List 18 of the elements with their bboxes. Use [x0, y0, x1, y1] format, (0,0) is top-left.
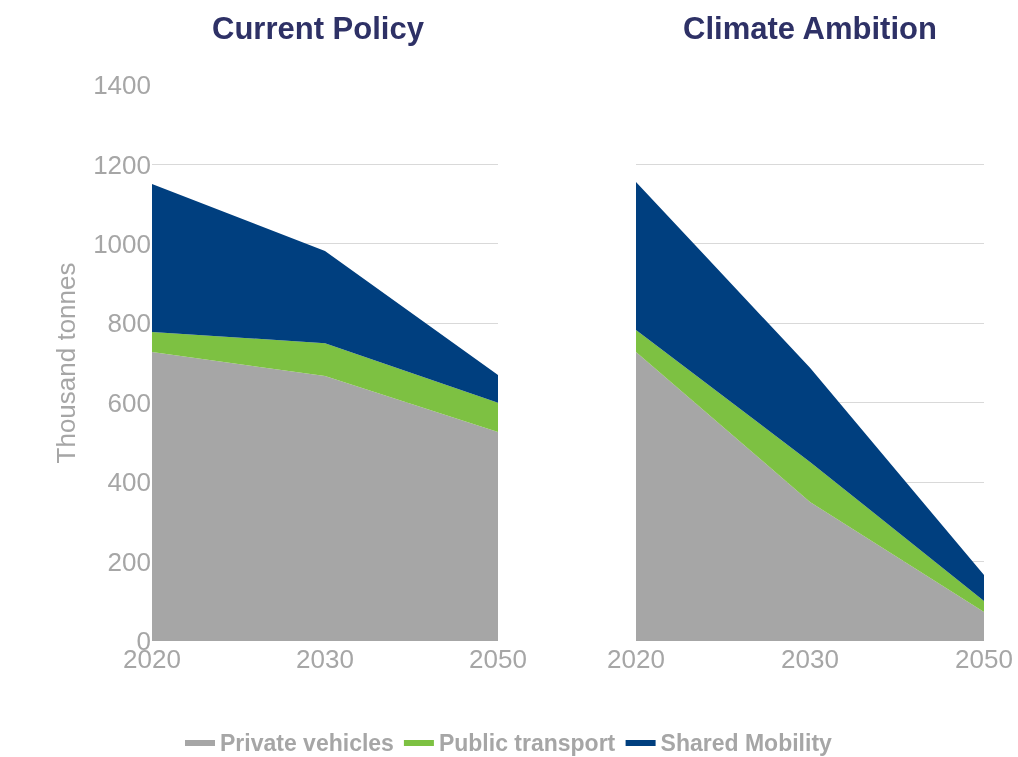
legend-label: Shared Mobility [660, 729, 833, 756]
y-axis-title: Thousand tonnes [50, 262, 81, 464]
legend-label: Public transport [438, 729, 616, 756]
y-tick-label: 800 [107, 308, 151, 339]
y-tick-label: 600 [107, 387, 151, 418]
y-tick-label: 1000 [93, 228, 151, 259]
x-tick-label: 2020 [607, 644, 665, 674]
chart-title: Current Policy [212, 10, 425, 46]
x-tick-label: 2050 [469, 644, 527, 674]
y-tick-label: 400 [107, 467, 151, 498]
x-tick-label: 2030 [781, 644, 839, 674]
y-tick-label: 1400 [93, 70, 151, 101]
legend-label: Private vehicles [220, 729, 394, 756]
y-tick-label: 200 [107, 546, 151, 577]
y-tick-label: 1200 [93, 149, 151, 180]
x-tick-label: 2050 [955, 644, 1013, 674]
chart-title: Climate Ambition [683, 10, 937, 46]
x-tick-label: 2030 [296, 644, 354, 674]
